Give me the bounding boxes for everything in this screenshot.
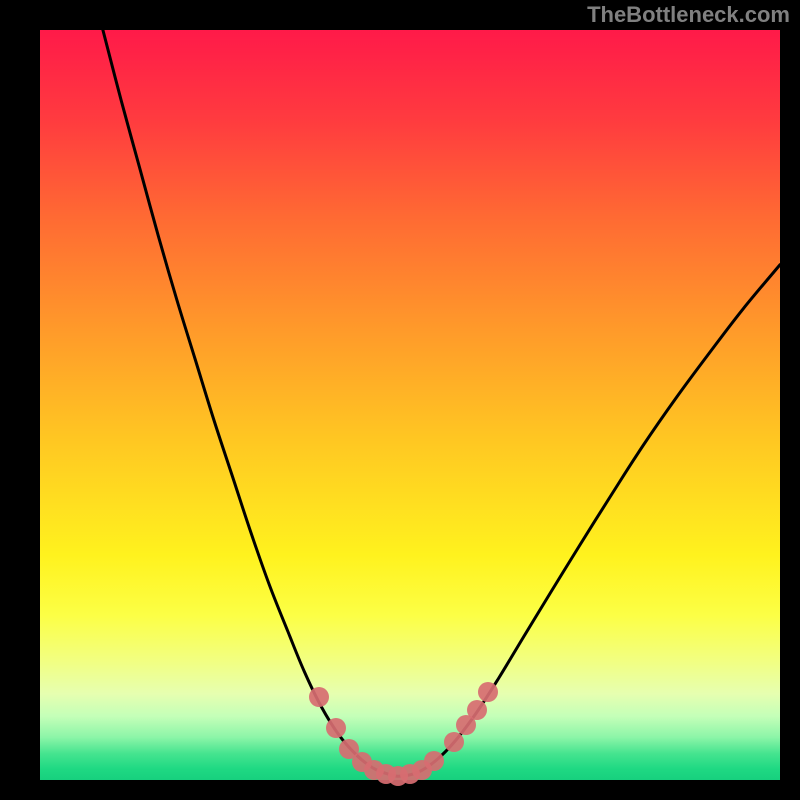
watermark-text: TheBottleneck.com [587, 2, 790, 28]
data-marker [309, 687, 329, 707]
data-marker [478, 682, 498, 702]
data-marker [444, 732, 464, 752]
markers-layer [40, 30, 780, 780]
data-marker [424, 751, 444, 771]
data-marker [326, 718, 346, 738]
data-marker [467, 700, 487, 720]
chart-stage: TheBottleneck.com [0, 0, 800, 800]
plot-area [40, 30, 780, 780]
